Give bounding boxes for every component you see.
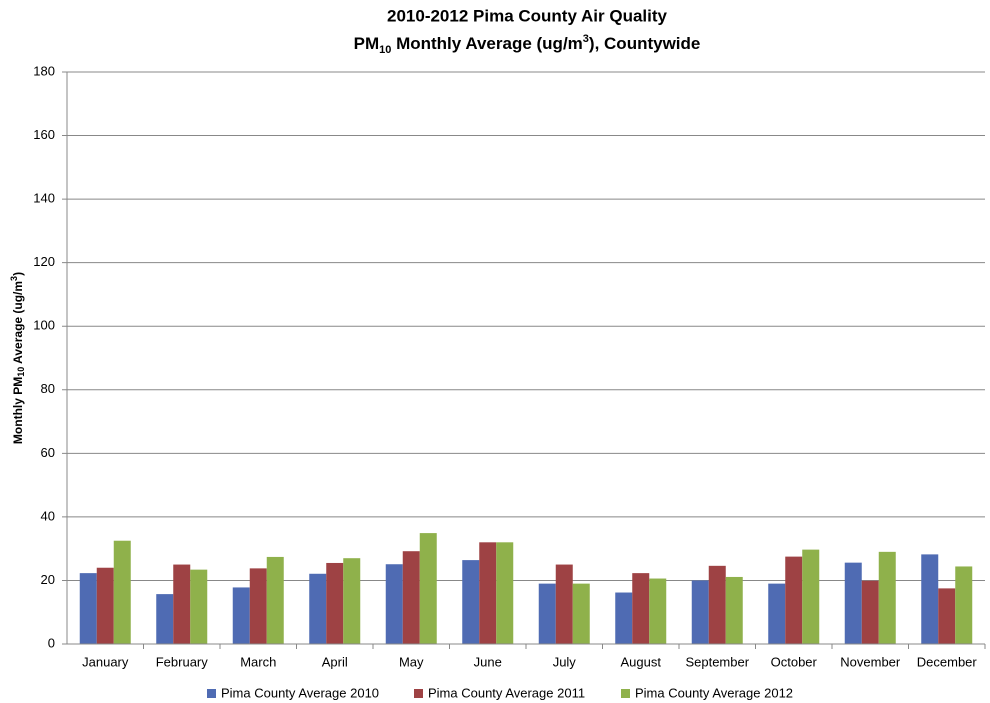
bar <box>113 540 131 644</box>
bar <box>538 583 556 644</box>
bar <box>496 542 514 644</box>
y-label-part: Monthly PM <box>11 377 25 444</box>
legend-label: Pima County Average 2012 <box>635 685 793 700</box>
bar <box>79 573 97 644</box>
x-tick-label: April <box>322 654 348 669</box>
x-tick-label: November <box>840 654 901 669</box>
chart-title: 2010-2012 Pima County Air Quality <box>387 6 668 25</box>
bar <box>249 568 267 644</box>
x-tick-label: June <box>474 654 502 669</box>
bar <box>385 564 403 644</box>
x-tick-label: January <box>82 654 129 669</box>
bar <box>156 594 174 644</box>
bar <box>938 588 956 644</box>
y-tick-label: 60 <box>41 445 55 460</box>
bar <box>96 567 114 644</box>
bar <box>708 565 726 644</box>
bar <box>844 562 862 644</box>
y-label-sup: 3 <box>9 276 19 281</box>
bar <box>266 556 284 644</box>
bar <box>462 560 480 644</box>
chart-subtitle: PM10 Monthly Average (ug/m3), Countywide <box>354 33 701 56</box>
bar <box>326 562 344 644</box>
title-part: ), Countywide <box>589 34 700 53</box>
legend-swatch <box>414 689 423 698</box>
bar <box>479 542 497 644</box>
x-tick-label: March <box>240 654 276 669</box>
legend-swatch <box>621 689 630 698</box>
title-sup: 3 <box>583 33 589 45</box>
bar <box>555 564 573 644</box>
x-tick-label: December <box>917 654 978 669</box>
x-tick-label: July <box>553 654 577 669</box>
bar <box>861 580 879 644</box>
bar <box>785 556 803 644</box>
title-part: Monthly Average (ug/m <box>391 34 582 53</box>
x-tick-label: August <box>621 654 662 669</box>
x-tick-label: October <box>771 654 818 669</box>
y-tick-label: 180 <box>33 63 55 78</box>
bar <box>649 578 667 644</box>
bar <box>402 551 420 644</box>
x-tick-label: September <box>685 654 749 669</box>
y-tick-label: 160 <box>33 127 55 142</box>
bar <box>309 573 327 644</box>
bar <box>725 576 743 644</box>
y-tick-label: 100 <box>33 318 55 333</box>
y-tick-label: 40 <box>41 508 55 523</box>
y-tick-label: 0 <box>48 635 55 650</box>
bar <box>232 587 250 644</box>
bar <box>955 566 973 644</box>
x-tick-label: February <box>156 654 209 669</box>
y-label-part: ) <box>11 272 25 276</box>
bar <box>878 551 896 644</box>
y-tick-label: 140 <box>33 191 55 206</box>
bar <box>572 583 590 644</box>
legend-swatch <box>207 689 216 698</box>
bar <box>343 558 361 644</box>
legend-label: Pima County Average 2010 <box>221 685 379 700</box>
bar <box>691 580 709 644</box>
bar <box>632 573 650 644</box>
y-tick-label: 20 <box>41 572 55 587</box>
bar <box>419 533 437 644</box>
bar <box>173 564 191 644</box>
bar <box>615 592 633 644</box>
y-axis-label: Monthly PM10 Average (ug/m3) <box>9 272 26 444</box>
bar <box>768 583 786 644</box>
bar <box>802 549 820 644</box>
legend-label: Pima County Average 2011 <box>428 685 585 700</box>
y-label-sub: 10 <box>16 367 26 377</box>
bar <box>921 554 939 644</box>
x-tick-label: May <box>399 654 424 669</box>
y-tick-label: 120 <box>33 254 55 269</box>
title-sub: 10 <box>379 44 391 56</box>
bar <box>190 569 208 644</box>
y-tick-label: 80 <box>41 381 55 396</box>
y-label-part: Average (ug/m <box>11 281 25 367</box>
title-part: PM <box>354 34 380 53</box>
